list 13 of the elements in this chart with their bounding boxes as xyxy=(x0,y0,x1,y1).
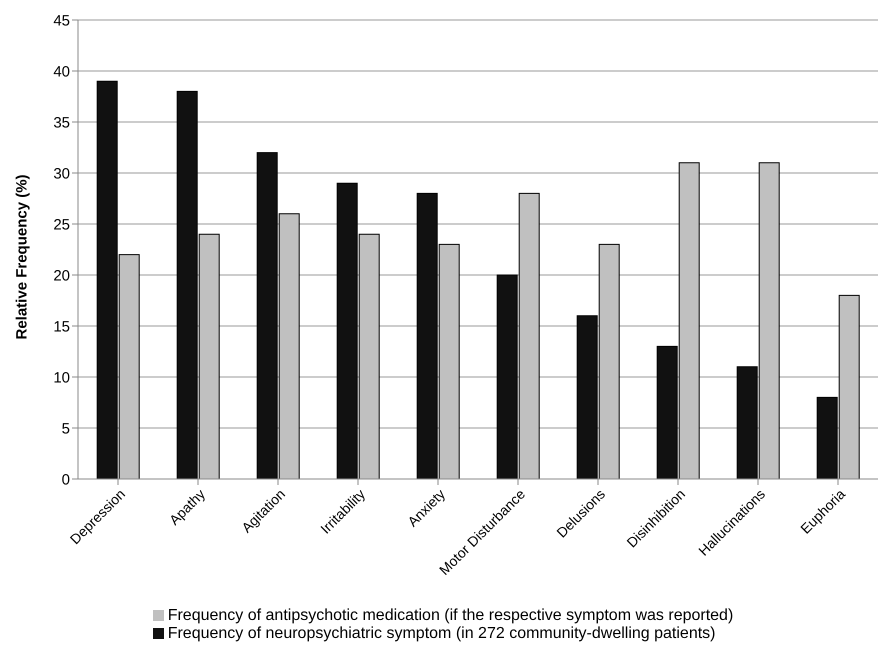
y-tick-label: 30 xyxy=(53,165,70,182)
y-tick-label: 25 xyxy=(53,216,70,234)
y-tick-label: 10 xyxy=(53,369,70,386)
y-tick-label: 5 xyxy=(62,420,70,438)
y-tick-label: 35 xyxy=(53,114,70,132)
y-tick-label: 40 xyxy=(53,63,70,80)
y-tick-label: 20 xyxy=(53,267,70,284)
legend-label: Frequency of neuropsychiatric symptom (in 272 community-dwelling patients) xyxy=(168,625,716,642)
legend-label: Frequency of antipsychotic medication (if the respective symptom was reported) xyxy=(168,607,734,624)
y-tick-label: 0 xyxy=(62,471,70,488)
y-tick-label: 15 xyxy=(53,318,70,336)
y-tick-label: 45 xyxy=(53,12,70,30)
y-axis-title: Relative Frequency (%) xyxy=(13,174,30,340)
